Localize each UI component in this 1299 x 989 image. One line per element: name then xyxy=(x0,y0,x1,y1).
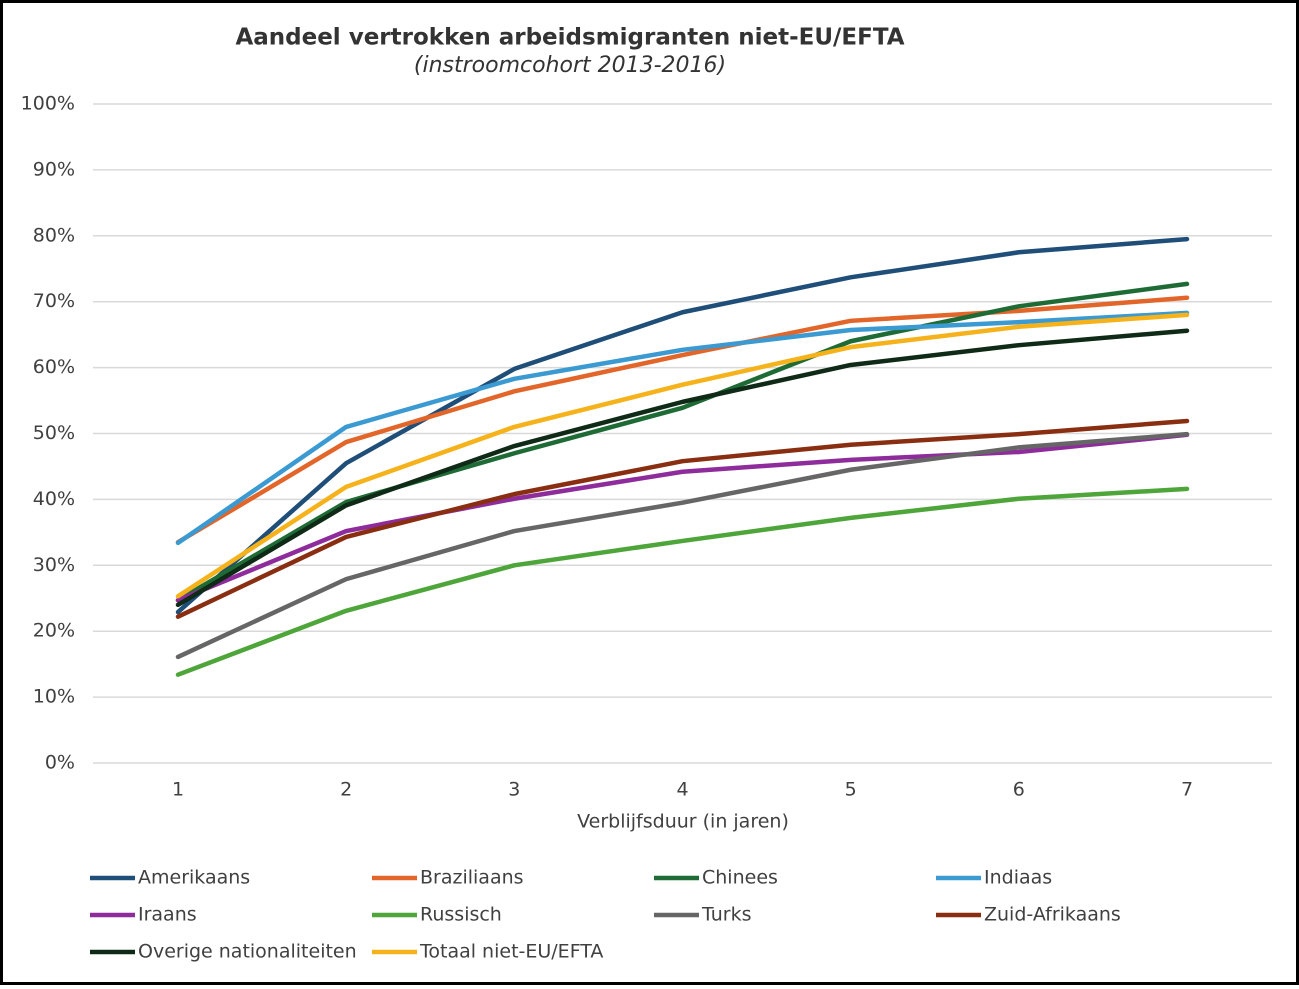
legend-label: Turks xyxy=(701,904,751,926)
x-tick-label: 1 xyxy=(172,779,184,801)
y-tick-label: 90% xyxy=(33,158,75,180)
series-line xyxy=(175,312,1190,599)
legend-label: Overige nationaliteiten xyxy=(138,941,357,963)
series-line xyxy=(175,431,1190,660)
legend-label: Indiaas xyxy=(984,867,1052,889)
x-tick-label: 6 xyxy=(1013,779,1025,801)
series-line xyxy=(175,486,1190,677)
y-tick-label: 30% xyxy=(33,554,75,576)
series-line xyxy=(175,310,1190,546)
y-tick-label: 70% xyxy=(33,290,75,312)
legend-label: Braziliaans xyxy=(420,867,524,889)
x-tick-label: 5 xyxy=(845,779,857,801)
y-tick-label: 0% xyxy=(45,752,75,774)
y-tick-label: 40% xyxy=(33,488,75,510)
legend-label: Zuid-Afrikaans xyxy=(984,904,1121,926)
x-axis-label: Verblijfsduur (in jaren) xyxy=(577,811,789,833)
x-tick-label: 2 xyxy=(340,779,352,801)
series-line xyxy=(175,432,1190,603)
series-line xyxy=(175,418,1190,619)
legend-label: Chinees xyxy=(702,867,778,889)
x-tick-label: 4 xyxy=(676,779,688,801)
y-tick-label: 10% xyxy=(33,686,75,708)
y-tick-label: 100% xyxy=(21,93,75,115)
x-tick-label: 3 xyxy=(508,779,520,801)
legend-label: Iraans xyxy=(138,904,197,926)
x-tick-label: 7 xyxy=(1181,779,1193,801)
y-tick-label: 20% xyxy=(33,620,75,642)
y-tick-label: 80% xyxy=(33,224,75,246)
y-tick-label: 50% xyxy=(33,422,75,444)
y-tick-label: 60% xyxy=(33,356,75,378)
legend-label: Russisch xyxy=(420,904,502,926)
chart-subtitle: (instroomcohort 2013-2016) xyxy=(414,53,726,78)
series-line xyxy=(175,236,1190,615)
series-line xyxy=(175,295,1190,545)
chart-title: Aandeel vertrokken arbeidsmigranten niet… xyxy=(235,25,904,51)
legend-label: Amerikaans xyxy=(138,867,250,889)
series-line xyxy=(175,328,1190,608)
series-line xyxy=(175,281,1190,603)
legend-label: Totaal niet-EU/EFTA xyxy=(419,941,603,963)
